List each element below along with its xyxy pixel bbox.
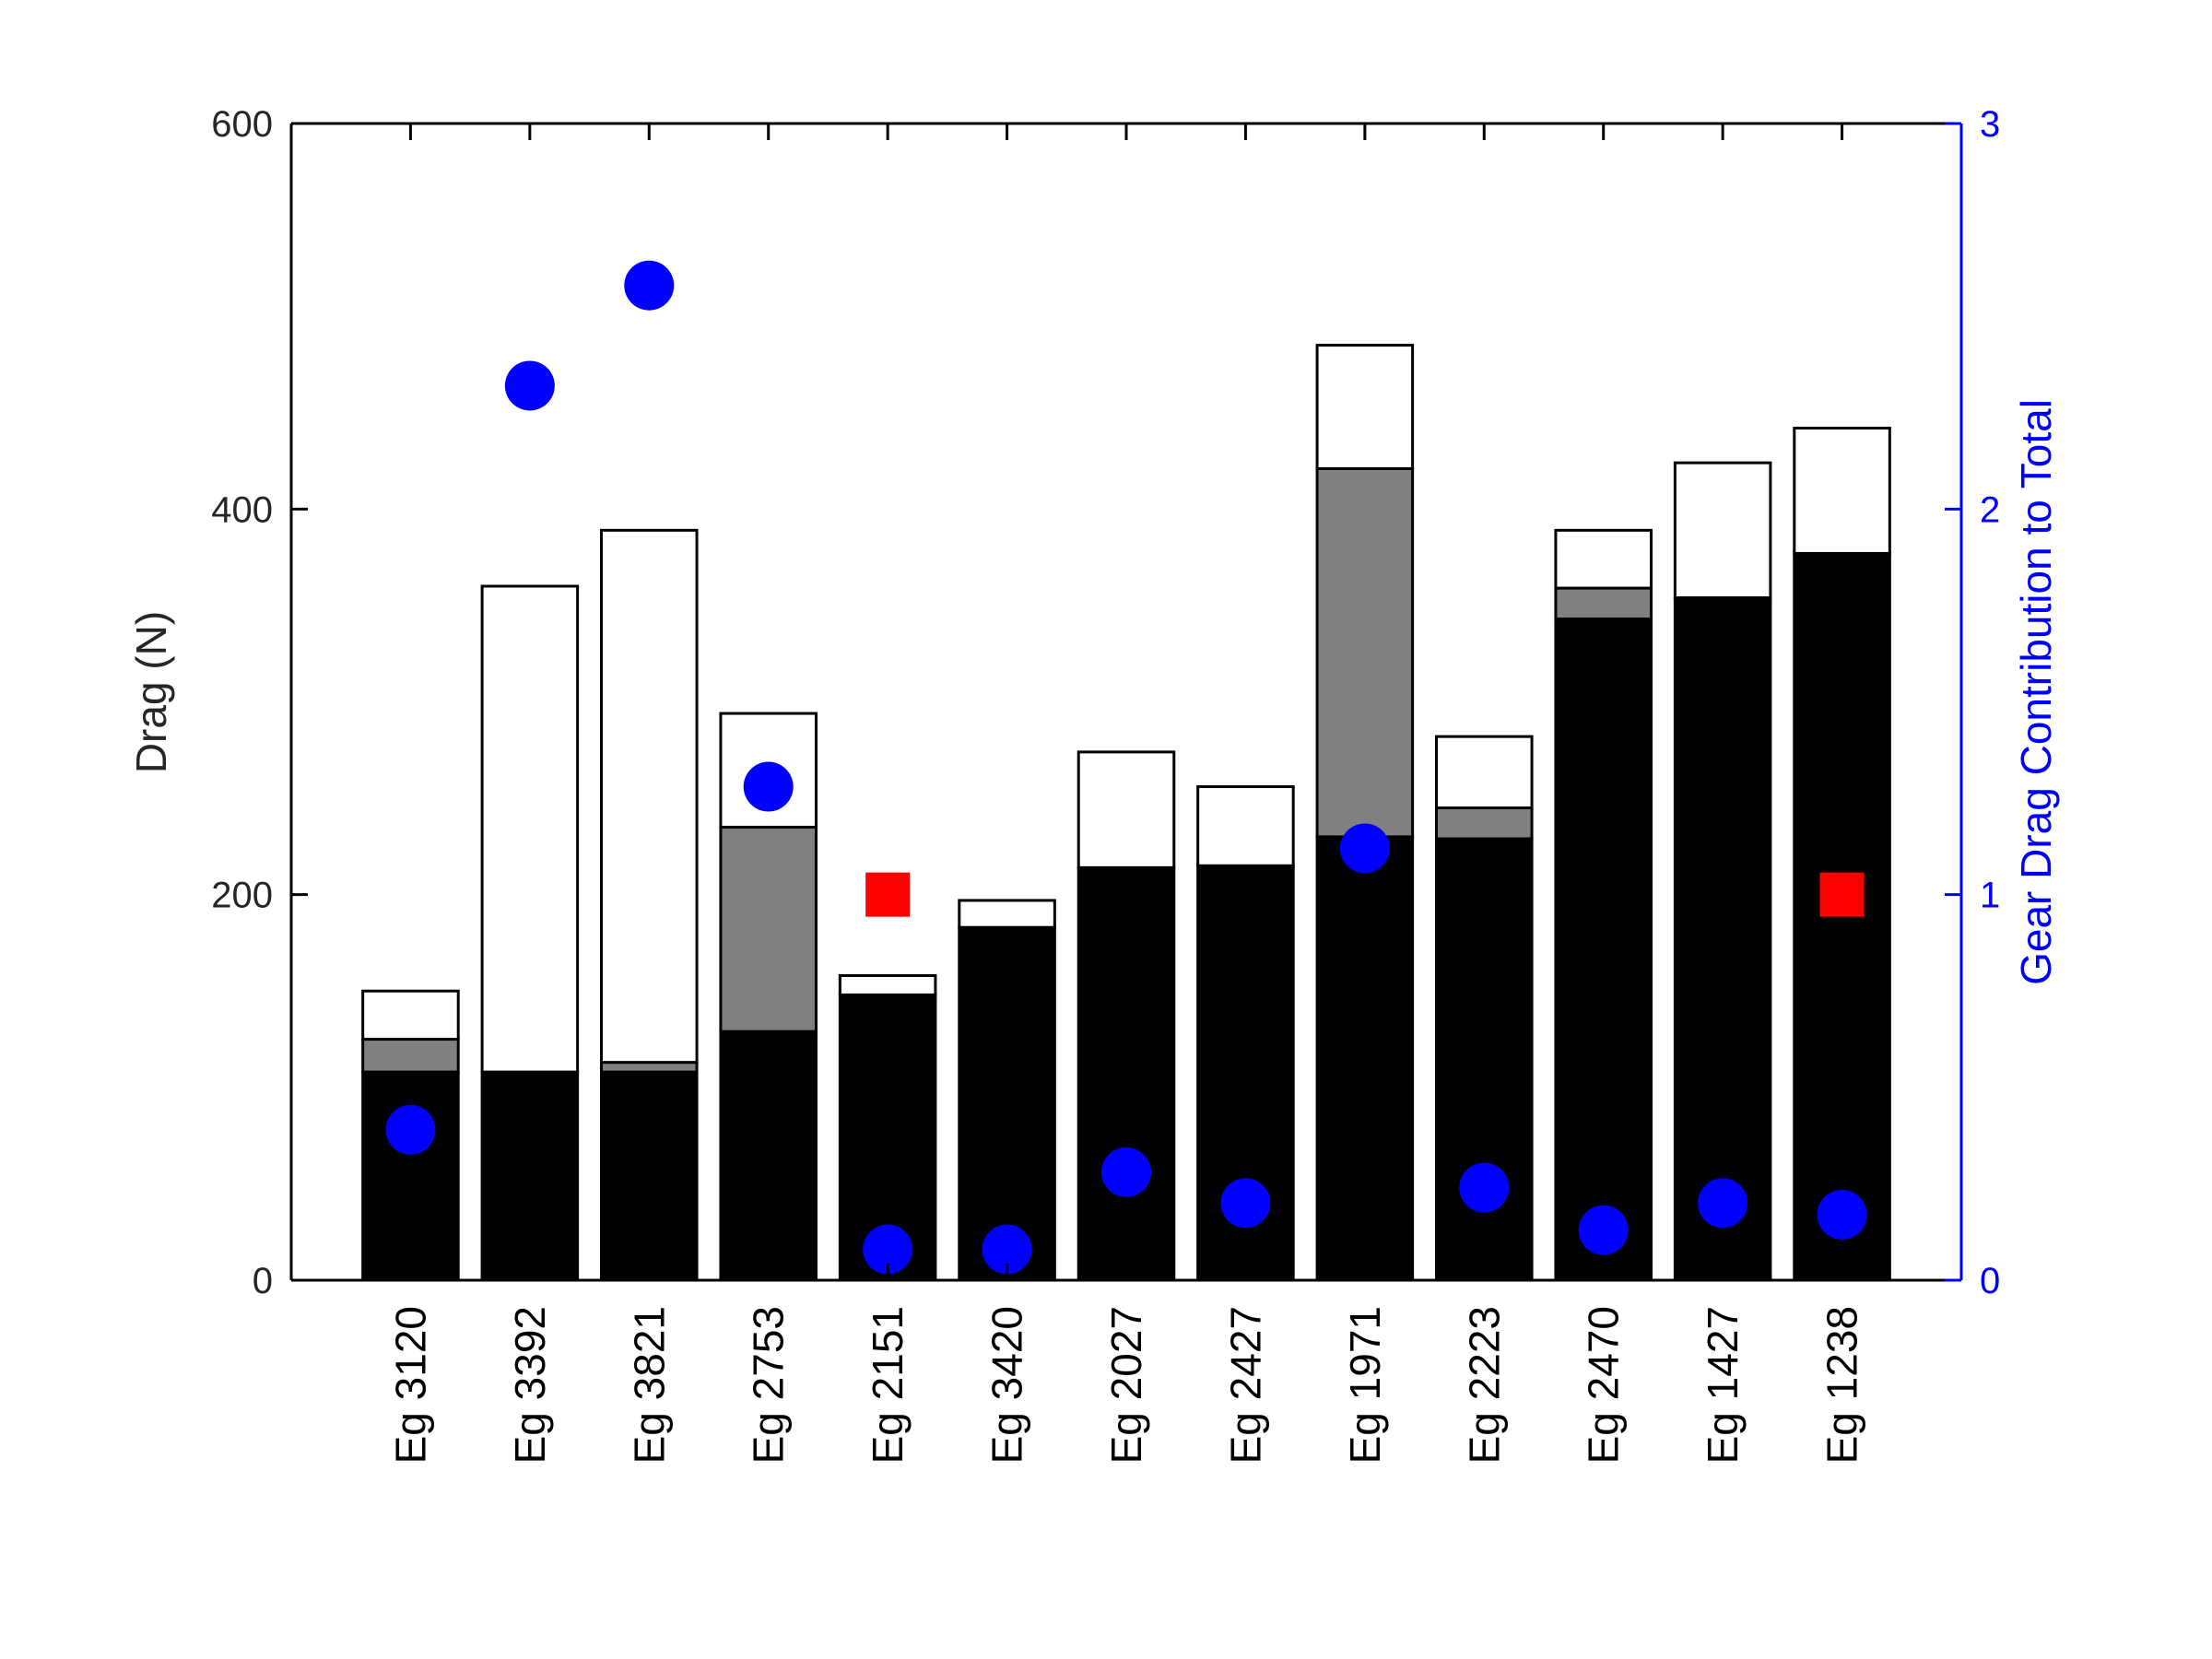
y-tick-label: 0 [253,1261,273,1301]
bar-segment-2 [1435,806,1534,841]
contribution-square-point [1819,872,1865,917]
contribution-point [1220,1178,1271,1229]
bar-segment-3 [600,528,699,1065]
bar-segment-1 [1673,596,1772,1282]
y-tick-label: 200 [211,876,273,916]
y-tick-label: 400 [211,489,273,530]
x-tick-label: Eg 1427 [1699,1306,1747,1464]
bar-segment-3 [1196,785,1295,867]
bar-segment-3 [480,584,580,1074]
y-tick-label: 600 [211,104,273,145]
bars-layer [361,344,1891,1282]
x-tick-label: Eg 1971 [1341,1306,1389,1464]
contribution-point [1578,1205,1629,1255]
y2-tick-label: 1 [1980,876,2000,916]
x-tick-label: Eg 2151 [864,1306,912,1464]
x-tick-label: Eg 2223 [1460,1306,1508,1464]
bar-segment-2 [600,1061,699,1074]
bar-segment-1 [1077,865,1176,1282]
contribution-point [1698,1178,1748,1229]
contribution-point [863,1224,913,1275]
bar-segment-3 [1554,528,1653,590]
contribution-point [982,1224,1032,1275]
x-tick-label: Eg 3821 [625,1306,673,1464]
contribution-point [1101,1147,1151,1197]
y2-axis-label: Gear Drag Contribution to Total [2012,399,2060,985]
bar-segment-2 [361,1038,460,1074]
bar-segment-3 [1315,344,1415,470]
bar-segment-1 [1554,618,1653,1282]
contribution-point [1459,1162,1510,1213]
bar-segment-3 [1673,461,1772,600]
x-tick-label: Eg 2027 [1102,1306,1150,1464]
contribution-point [624,260,675,311]
y2-tick-label: 3 [1980,104,2000,145]
contribution-point [504,360,555,411]
bar-segment-2 [1315,466,1415,839]
contribution-point [1817,1189,1867,1240]
bar-segment-3 [838,974,937,996]
x-tick-label: Eg 3420 [983,1306,1031,1464]
bar-segment-1 [1435,837,1534,1282]
y2-tick-label: 0 [1980,1261,2000,1301]
bar-segment-3 [1435,735,1534,810]
contribution-point [743,761,794,812]
axes-layer: 0 200 400 600 0 1 2 3 Eg 3120 Eg 3392 Eg 3821 Eg 27… [211,104,2000,1464]
contribution-square-point [865,872,911,917]
bar-segment-1 [719,1030,818,1282]
markers-layer [385,260,1867,1275]
x-tick-label: Eg 3120 [386,1306,434,1464]
y-axis-label: Drag (N) [127,611,175,773]
x-tick-label: Eg 2427 [1221,1306,1269,1464]
bar-segment-3 [958,899,1056,929]
bar-segment-3 [1077,750,1176,869]
x-tick-label: Eg 1238 [1818,1306,1866,1464]
y2-tick-label: 2 [1980,489,2000,530]
x-tick-label: Eg 2753 [745,1306,793,1464]
bar-segment-3 [1793,426,1891,555]
bar-segment-2 [719,825,818,1033]
contribution-point [1339,823,1390,874]
bar-segment-2 [1554,586,1653,621]
x-tick-label: Eg 3392 [506,1306,554,1464]
bar-segment-3 [361,989,460,1041]
bar-segment-1 [1315,835,1415,1282]
x-tick-label: Eg 2470 [1580,1306,1628,1464]
contribution-point [385,1104,436,1155]
bar-segment-1 [1793,551,1891,1282]
bar-segment-1 [480,1070,580,1282]
bar-segment-1 [361,1070,460,1282]
bar-segment-1 [600,1070,699,1282]
